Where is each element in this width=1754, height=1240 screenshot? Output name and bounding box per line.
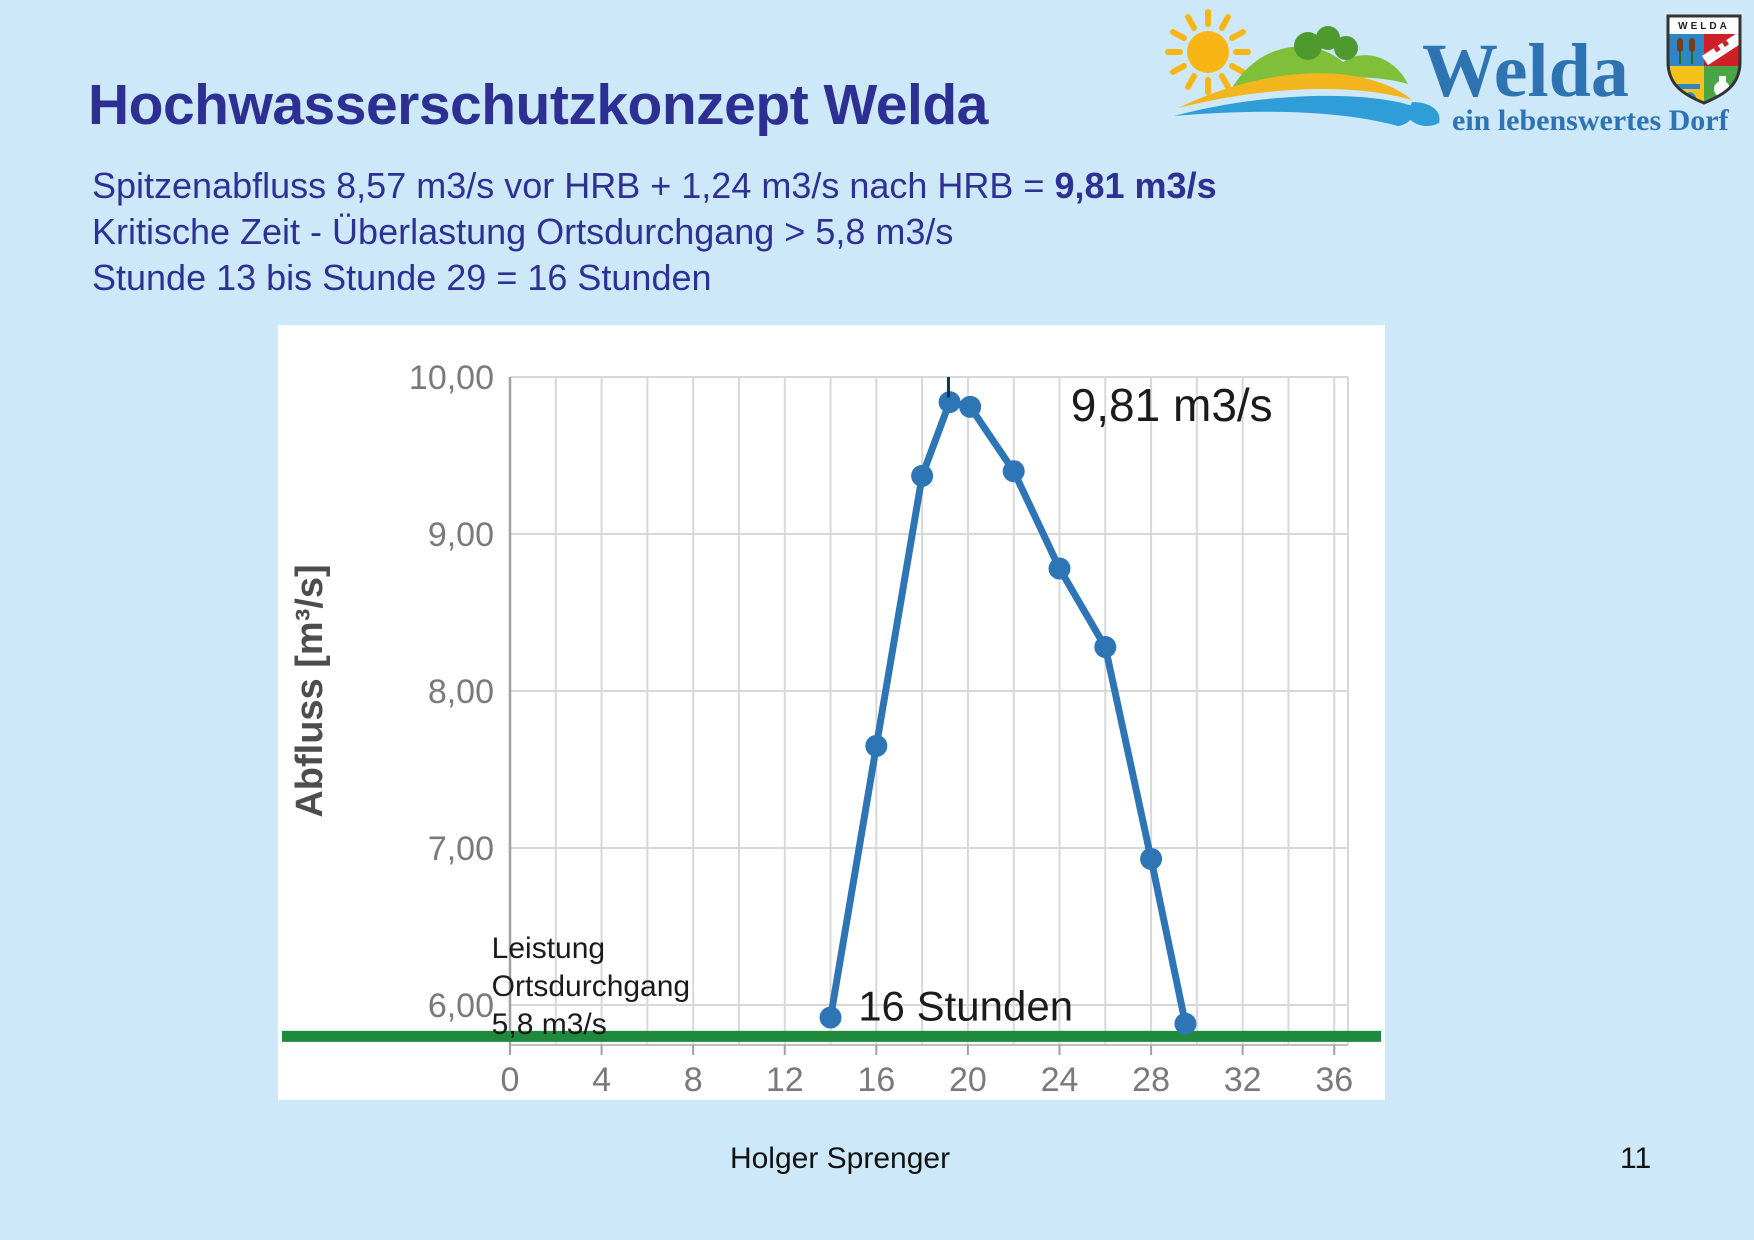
footer-author: Holger Sprenger: [729, 1142, 951, 1175]
data-point-marker: [911, 464, 934, 487]
sun-icon: [1165, 9, 1251, 95]
page-number: 11: [1620, 1142, 1652, 1175]
summary-line-3: Stunde 13 bis Stunde 29 = 16 Stunden: [92, 257, 712, 298]
summary-line-1-peak-value: 9,81 m3/s: [1054, 165, 1217, 206]
data-point-marker: [865, 734, 888, 757]
logo-wordmark: Welda: [1422, 29, 1629, 113]
logo-tagline: ein lebenswertes Dorf: [1452, 104, 1730, 137]
threshold-line: [282, 1030, 1381, 1042]
data-point-marker: [1094, 636, 1117, 659]
x-tick-label: 20: [949, 1061, 987, 1099]
data-point-marker: [959, 395, 982, 418]
y-tick-label: 10,00: [409, 359, 494, 397]
x-tick-label: 0: [501, 1061, 520, 1099]
annotation-peak-value: 9,81 m3/s: [1071, 379, 1273, 431]
welda-logo-graphic: Welda ein lebenswertes Dorf: [1165, 9, 1742, 137]
x-tick-label: 12: [766, 1061, 804, 1099]
y-axis-title: Abfluss [m³/s]: [289, 564, 331, 817]
x-tick-label: 24: [1041, 1061, 1079, 1099]
summary-text: Spitzenabfluss 8,57 m3/s vor HRB + 1,24 …: [92, 163, 1217, 301]
page-title: Hochwasserschutzkonzept Welda: [88, 73, 988, 137]
village-hills-icon: [1174, 26, 1440, 127]
y-tick-label: 6,00: [428, 987, 494, 1025]
flow-series-line: [827, 398, 1189, 1028]
welda-crest-icon: WELDA: [1666, 14, 1742, 105]
data-point-marker: [1048, 557, 1071, 580]
crest-diagonal-band: [1701, 32, 1740, 66]
x-tick-label: 32: [1224, 1061, 1262, 1099]
summary-line-1-text: Spitzenabfluss 8,57 m3/s vor HRB + 1,24 …: [92, 165, 1055, 206]
welda-logo: Welda ein lebenswertes Dorf: [1160, 4, 1750, 144]
flow-chart-svg: 0 4 8 12 16 20 24 28 32 36 6,00 7,00 8,00 9,00 10,00 Ab…: [282, 359, 1381, 1099]
y-tick-label: 7,00: [428, 830, 494, 868]
summary-line-1: Spitzenabfluss 8,57 m3/s vor HRB + 1,24 …: [92, 163, 1217, 209]
data-point-marker: [1140, 847, 1163, 870]
data-point-marker: [819, 1006, 842, 1029]
data-point-marker: [938, 391, 961, 414]
crest-cattails: [1677, 38, 1695, 64]
data-point-marker: [1002, 460, 1025, 483]
data-point-marker: [1174, 1012, 1197, 1035]
x-tick-label: 16: [857, 1061, 895, 1099]
x-tick-label: 8: [684, 1061, 703, 1099]
crest-title: WELDA: [1678, 21, 1730, 32]
x-tick-label: 36: [1315, 1061, 1353, 1099]
summary-line-2: Kritische Zeit - Überlastung Ortsdurchga…: [92, 211, 954, 252]
annotation-duration: 16 Stunden: [858, 983, 1073, 1030]
x-tick-label: 4: [592, 1061, 611, 1099]
y-tick-label: 8,00: [428, 673, 494, 711]
threshold-label: Leistung Ortsdurchgang 5,8 m3/s: [492, 932, 690, 1041]
x-tick-label: 28: [1132, 1061, 1170, 1099]
flow-chart-panel: 0 4 8 12 16 20 24 28 32 36 6,00 7,00 8,00 9,00 10,00 Ab…: [278, 325, 1385, 1100]
y-tick-label: 9,00: [428, 516, 494, 554]
